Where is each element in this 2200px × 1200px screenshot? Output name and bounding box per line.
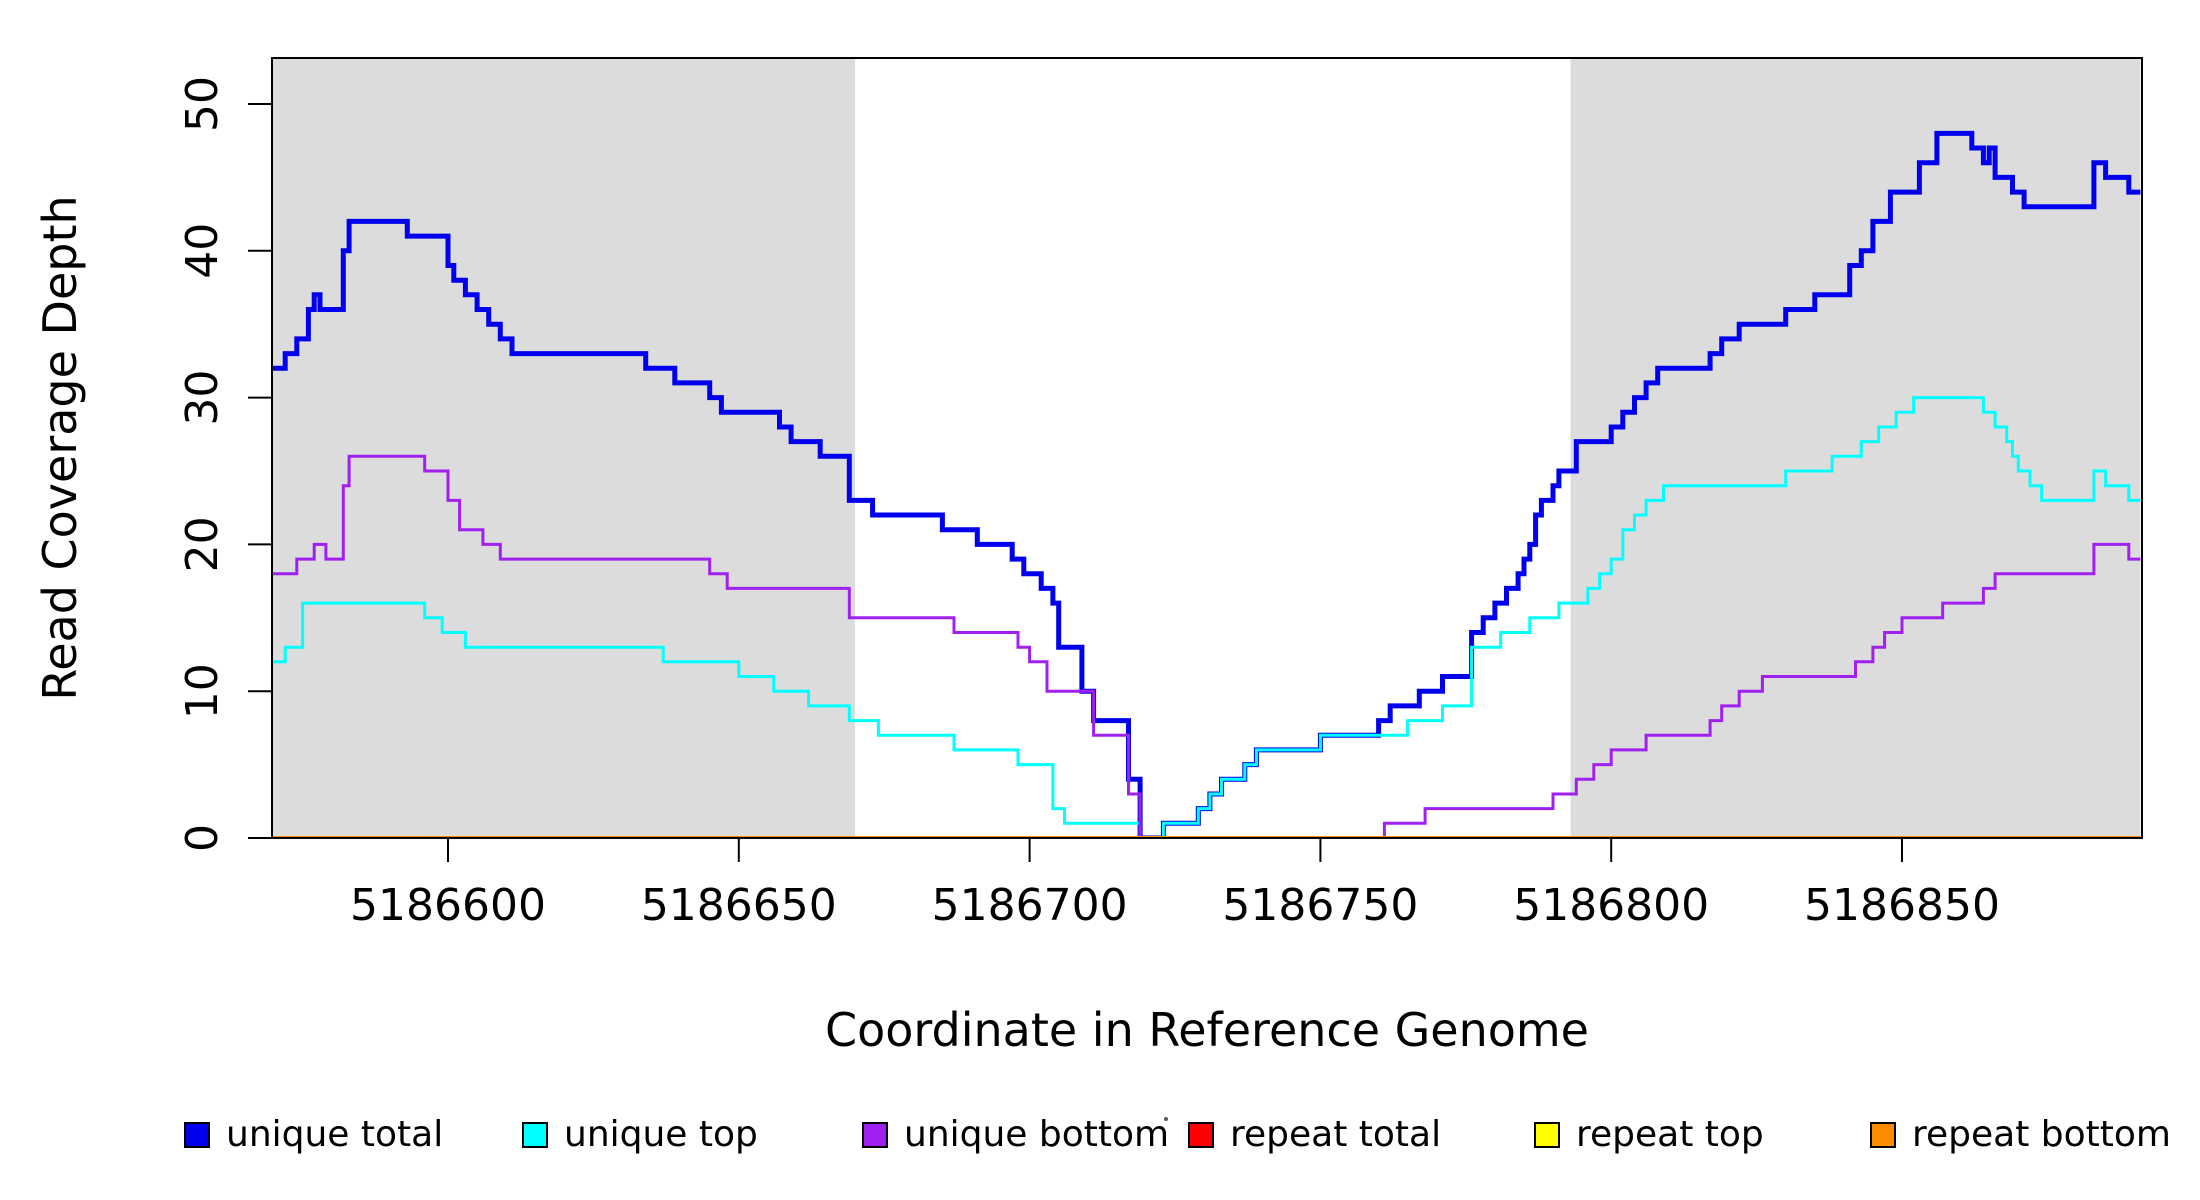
legend-item-unique-total: unique total bbox=[184, 1114, 444, 1155]
artifact-dot bbox=[1164, 1117, 1168, 1121]
legend-label: unique top bbox=[564, 1114, 758, 1155]
plot-border bbox=[271, 57, 2143, 839]
y-tick-label: 40 bbox=[177, 223, 228, 279]
x-tick-label: 5186750 bbox=[1222, 880, 1418, 931]
legend-label: repeat bottom bbox=[1912, 1114, 2171, 1155]
shaded-region-1 bbox=[272, 58, 856, 838]
legend-swatch-unique-top bbox=[522, 1122, 548, 1148]
x-tick-label: 5186600 bbox=[350, 880, 546, 931]
legend-item-unique-bottom: unique bottom bbox=[862, 1114, 1170, 1155]
x-axis-title: Coordinate in Reference Genome bbox=[825, 1003, 1589, 1057]
legend-item-repeat-top: repeat top bbox=[1534, 1114, 1764, 1155]
legend-label: unique bottom bbox=[904, 1114, 1170, 1155]
y-tick-label: 20 bbox=[177, 516, 228, 572]
legend-label: repeat top bbox=[1576, 1114, 1764, 1155]
shaded-region-2 bbox=[1570, 58, 2141, 838]
legend-item-repeat-total: repeat total bbox=[1188, 1114, 1442, 1155]
legend-swatch-unique-total bbox=[184, 1122, 210, 1148]
series-line-unique-bottom bbox=[272, 454, 2141, 838]
series-line-unique-top bbox=[272, 396, 2141, 838]
legend-swatch-repeat-top bbox=[1534, 1122, 1560, 1148]
y-tick-label: 50 bbox=[177, 76, 228, 132]
legend-swatch-repeat-total bbox=[1188, 1122, 1214, 1148]
y-tick-label: 30 bbox=[177, 370, 228, 426]
y-tick-label: 0 bbox=[177, 824, 228, 852]
x-tick-label: 5186850 bbox=[1804, 880, 2000, 931]
legend-swatch-unique-bottom bbox=[862, 1122, 888, 1148]
legend-label: unique total bbox=[226, 1114, 444, 1155]
legend-item-unique-top: unique top bbox=[522, 1114, 758, 1155]
legend-swatch-repeat-bottom bbox=[1870, 1122, 1896, 1148]
y-axis-title: Read Coverage Depth bbox=[33, 195, 87, 701]
legend-item-repeat-bottom: repeat bottom bbox=[1870, 1114, 2171, 1155]
x-tick-label: 5186800 bbox=[1513, 880, 1709, 931]
x-tick-label: 5186650 bbox=[641, 880, 837, 931]
y-tick-label: 10 bbox=[177, 663, 228, 719]
x-tick-label: 5186700 bbox=[932, 880, 1128, 931]
legend-label: repeat total bbox=[1230, 1114, 1442, 1155]
